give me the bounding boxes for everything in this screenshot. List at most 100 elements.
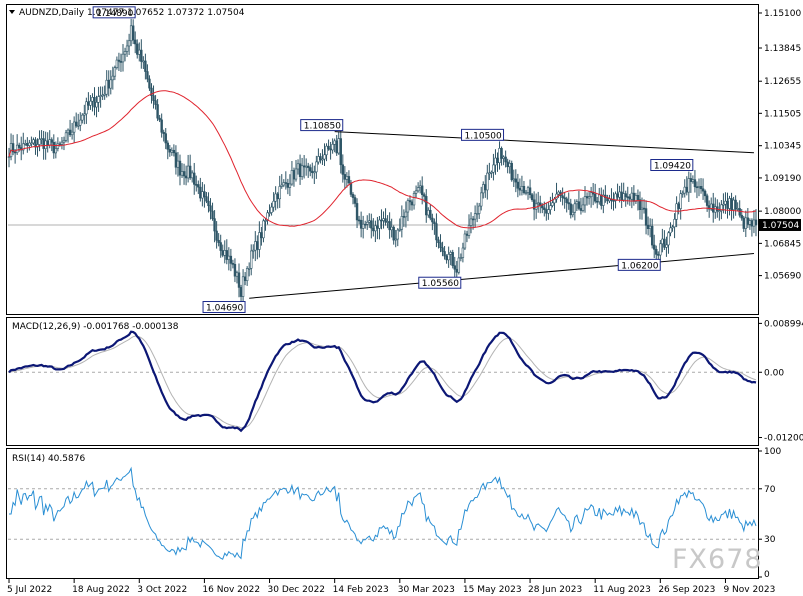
candle-body [657, 254, 660, 256]
candle-body [561, 195, 564, 199]
annotation-box [418, 276, 462, 289]
candle-body [427, 209, 430, 216]
moving-average-line [8, 90, 757, 229]
candle-body [455, 268, 458, 273]
candle-body [115, 59, 119, 68]
candle-body [583, 196, 587, 206]
candle-body [435, 223, 438, 241]
candle-body [398, 228, 402, 231]
candle-body [677, 203, 680, 209]
candle-body [388, 221, 391, 231]
candle-body [40, 138, 43, 140]
candle-body [465, 233, 469, 236]
candle-body [325, 145, 328, 156]
candle-body [547, 209, 550, 214]
candle-body [284, 182, 288, 184]
candle-body [307, 165, 310, 168]
axis-tick-label: 30 Mar 2023 [398, 585, 455, 595]
axis-tick-label: 70 [764, 485, 776, 495]
candle-body [449, 252, 452, 255]
candle-body [642, 207, 646, 210]
candle-body [28, 142, 31, 146]
macd-axis: 0.008994 0.00 -0.012008 [758, 319, 803, 444]
candle-body [734, 199, 737, 210]
candle-body [486, 172, 489, 191]
candle-body [111, 75, 115, 81]
axis-tick-label: 0.00 [764, 368, 784, 378]
price-annotation: 1.10850 [300, 119, 344, 132]
candle-body [589, 192, 593, 197]
candle-body [671, 226, 674, 229]
candle-body [585, 196, 589, 199]
candle-body [712, 203, 715, 213]
candle-body [321, 158, 324, 161]
candle-body [254, 241, 257, 251]
price-annotation: 1.04690 [202, 301, 246, 314]
rsi-pane-frame [6, 448, 759, 579]
candle-body [99, 95, 102, 97]
candle-body [593, 193, 597, 202]
triangle-down-icon[interactable] [9, 10, 15, 14]
rsi-chart[interactable]: RSI(14) 40.5876 [8, 454, 757, 560]
candle-body [26, 143, 29, 146]
axis-tick-label: 28 Jun 2023 [528, 585, 582, 595]
axis-tick-label: 15 May 2023 [463, 585, 522, 595]
candle-body [624, 193, 627, 198]
candle-body [144, 60, 147, 72]
candle-body [748, 220, 752, 225]
candle-body [256, 241, 259, 250]
candle-body [174, 152, 178, 168]
candle-body [339, 138, 342, 166]
trendline [334, 131, 754, 154]
candle-body [469, 218, 473, 226]
candle-body [158, 117, 161, 121]
candle-body [205, 196, 208, 202]
candle-body [557, 191, 560, 195]
candle-body [396, 229, 399, 240]
candle-body [138, 49, 141, 55]
axis-tick-label: -0.012008 [764, 434, 803, 444]
candle-body [298, 163, 302, 177]
candle-body [274, 193, 277, 202]
candle-body [294, 168, 298, 180]
candle-body [121, 53, 125, 63]
candle-body [443, 251, 446, 257]
candle-body [140, 49, 143, 62]
candle-body [549, 205, 552, 210]
candle-body [357, 219, 361, 222]
annotation-box [461, 128, 505, 141]
candle-body [467, 225, 471, 236]
candle-body [400, 216, 404, 230]
axis-tick-label: 18 Aug 2022 [72, 585, 130, 595]
candle-body [689, 178, 693, 182]
candle-body [347, 176, 351, 184]
candle-body [477, 205, 481, 214]
annotation-label: 1.06200 [621, 261, 658, 271]
candle-body [744, 217, 748, 229]
candle-body [62, 139, 66, 143]
candle-body [300, 165, 304, 177]
candle-body [343, 174, 347, 180]
candle-body [119, 61, 123, 63]
candle-body [480, 192, 483, 207]
candle-body [370, 220, 373, 229]
candle-body [186, 165, 190, 179]
candle-body [705, 195, 709, 206]
candle-body [93, 97, 96, 108]
candle-body [223, 250, 226, 256]
price-chart[interactable]: 1.14890 1.04690 1.10850 1.05560 1.10500 1.062… [7, 6, 758, 314]
candle-body [125, 45, 129, 52]
candle-body [425, 196, 428, 216]
candle-body [237, 272, 241, 288]
candle-body [742, 217, 745, 229]
candle-body [404, 211, 408, 218]
candle-body [197, 184, 200, 188]
candle-body [500, 148, 503, 159]
candle-body [673, 218, 676, 228]
candle-body [46, 140, 49, 146]
macd-chart[interactable]: MACD(12,26,9) -0.001768 -0.000138 [8, 322, 757, 433]
candle-body [648, 225, 652, 230]
candle-body [184, 175, 188, 179]
annotation-box [92, 6, 136, 19]
candle-body [113, 67, 117, 77]
